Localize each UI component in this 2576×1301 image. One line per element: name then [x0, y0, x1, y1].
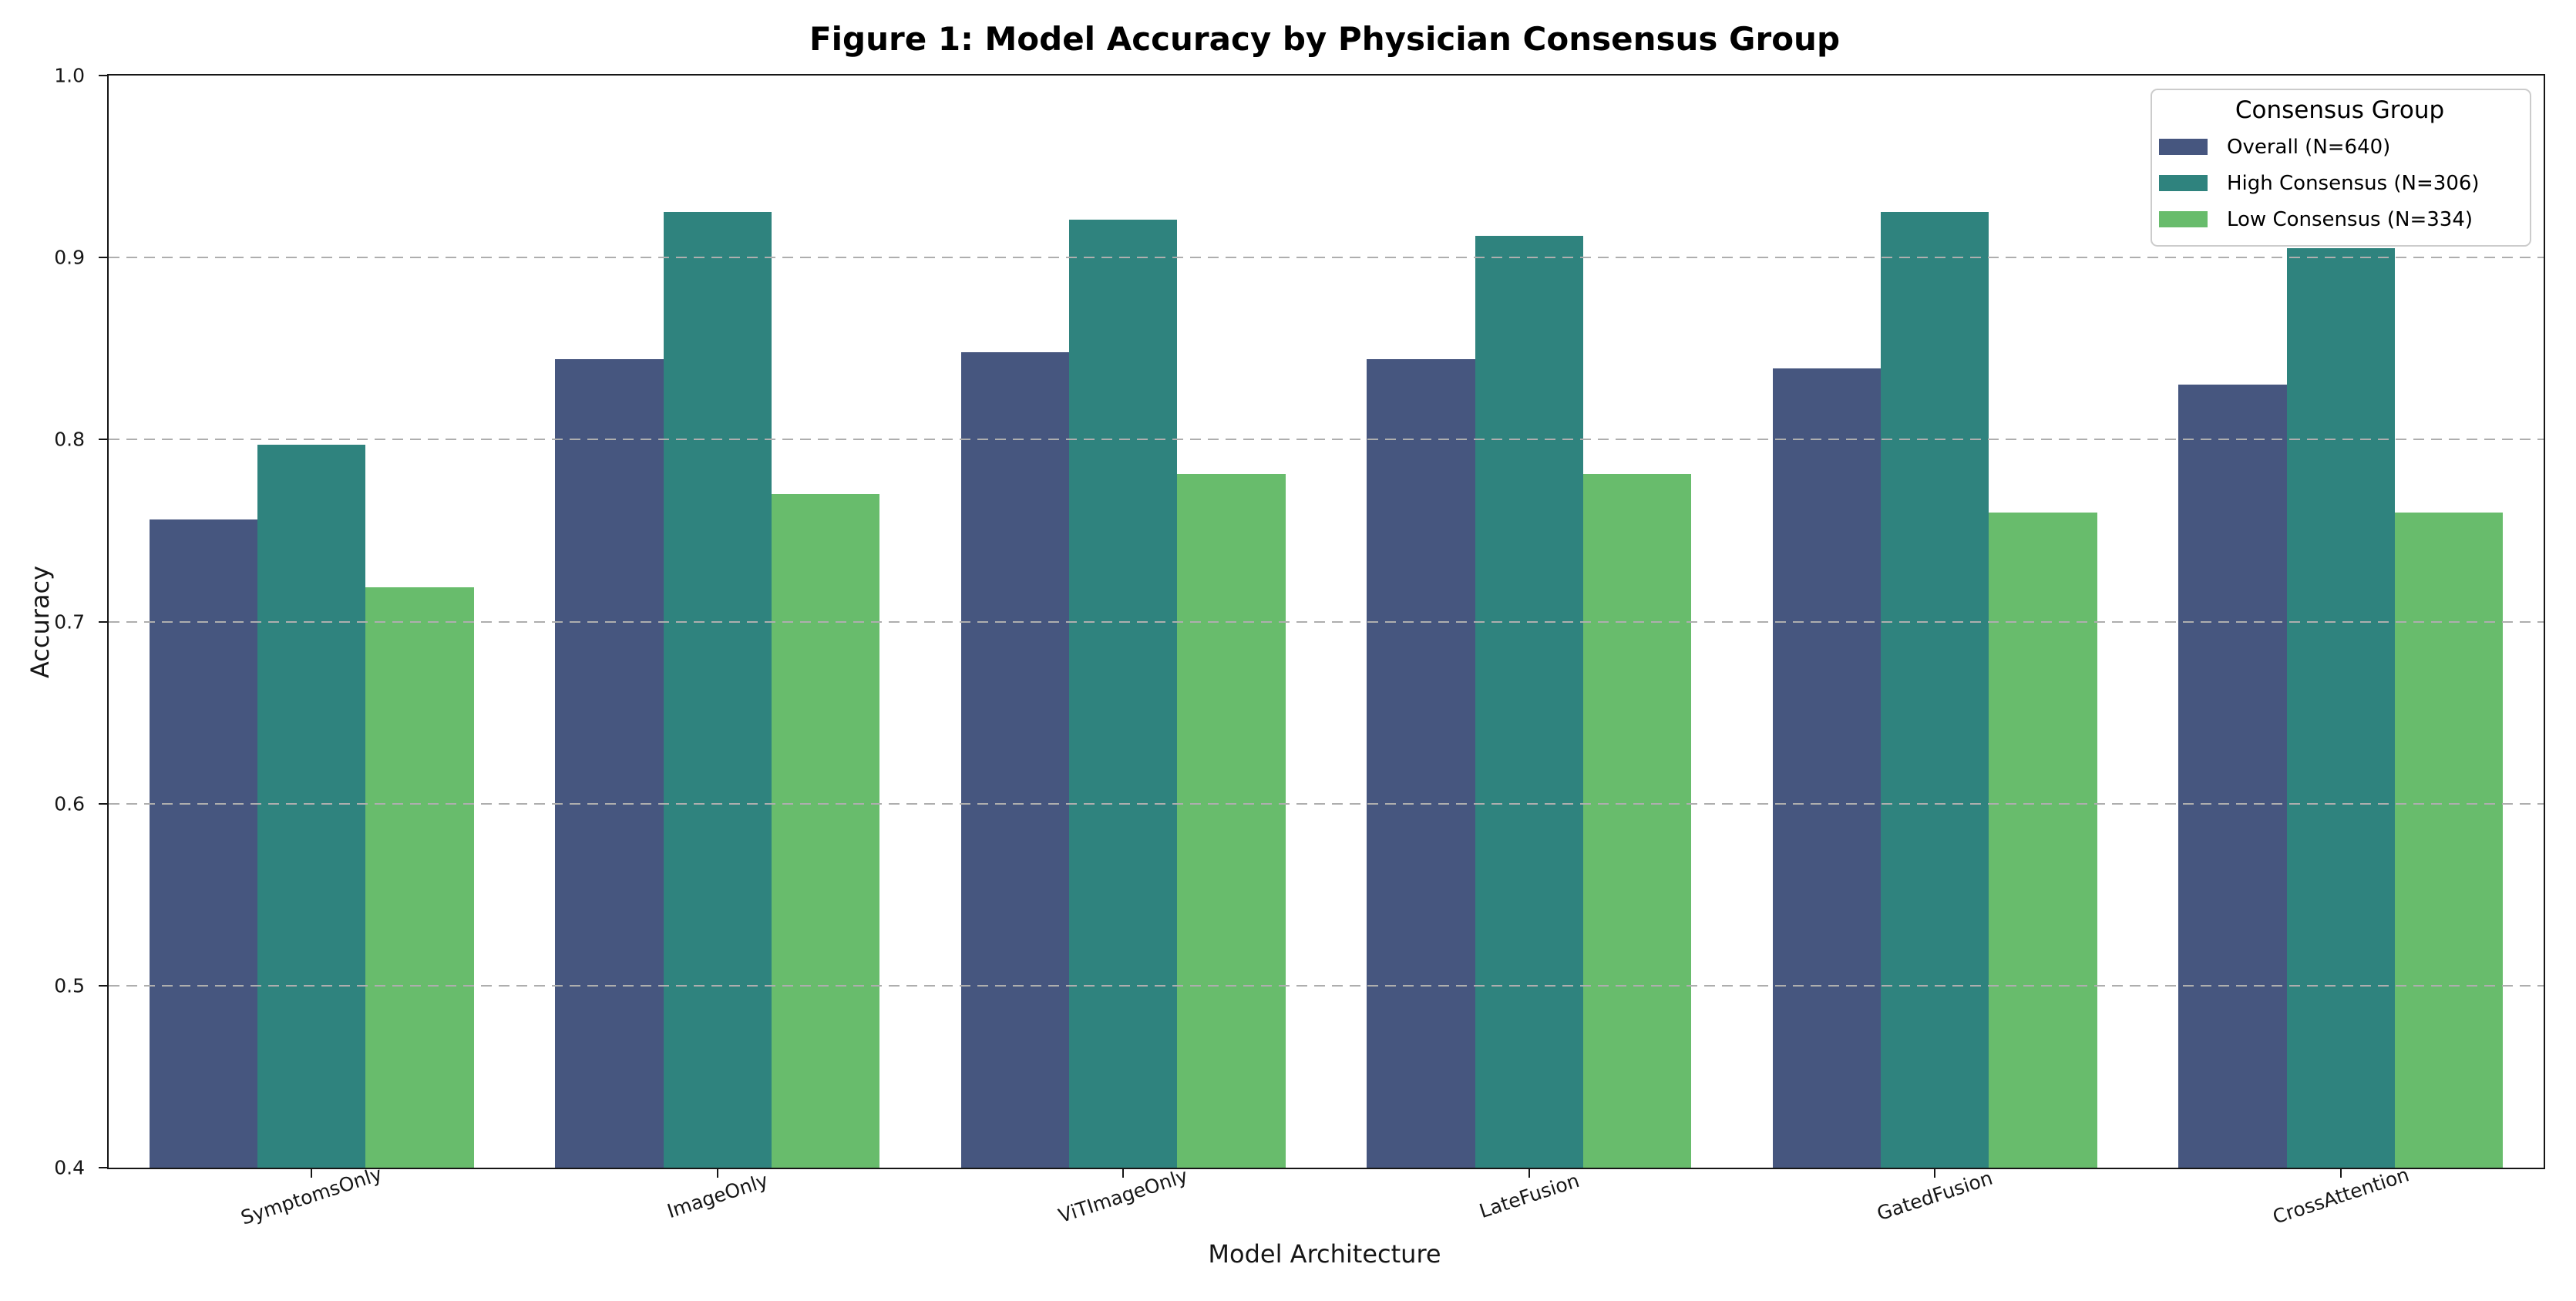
- y-tick-label-1.0: 1.0: [54, 64, 85, 87]
- x-tick-mark-LateFusion: [1528, 1168, 1530, 1178]
- y-tick-mark-0.8: [99, 439, 109, 441]
- y-tick-mark-0.7: [99, 620, 109, 623]
- legend-label-1: High Consensus (N=306): [2227, 171, 2480, 195]
- y-tick-label-0.6: 0.6: [54, 792, 85, 815]
- legend-title: Consensus Group: [2235, 96, 2445, 124]
- y-tick-label-0.5: 0.5: [54, 974, 85, 997]
- bar-SymptomsOnly-series-0: [149, 519, 258, 1168]
- bar-CrossAttention-series-0: [2178, 385, 2287, 1168]
- bar-SymptomsOnly-series-1: [257, 445, 366, 1168]
- legend-item-0: Overall (N=640): [2159, 129, 2521, 165]
- legend-swatch-1: [2159, 175, 2208, 191]
- bar-GatedFusion-series-0: [1772, 368, 1882, 1168]
- y-tick-label-0.8: 0.8: [54, 428, 85, 451]
- chart-title: Figure 1: Model Accuracy by Physician Co…: [809, 20, 1841, 58]
- bar-CrossAttention-series-1: [2286, 248, 2395, 1168]
- bar-CrossAttention-series-2: [2394, 512, 2504, 1168]
- bar-LateFusion-series-0: [1367, 359, 1475, 1168]
- bar-ImageOnly-series-2: [771, 494, 880, 1168]
- gridline-y-0.9: [109, 257, 2544, 259]
- bar-SymptomsOnly-series-2: [365, 587, 474, 1168]
- legend-label-2: Low Consensus (N=334): [2227, 207, 2473, 231]
- y-axis-label: Accuracy: [25, 565, 55, 679]
- legend-swatch-2: [2159, 211, 2208, 227]
- bar-ImageOnly-series-0: [555, 359, 664, 1168]
- x-axis-label: Model Architecture: [1208, 1239, 1441, 1269]
- y-tick-label-0.4: 0.4: [54, 1156, 85, 1179]
- x-tick-mark-ImageOnly: [716, 1168, 718, 1178]
- legend-item-2: Low Consensus (N=334): [2159, 201, 2521, 237]
- y-tick-mark-0.9: [99, 257, 109, 259]
- gridline-y-0.7: [109, 620, 2544, 623]
- x-tick-mark-CrossAttention: [2339, 1168, 2342, 1178]
- bar-ViTImageOnly-series-0: [960, 351, 1070, 1168]
- bar-LateFusion-series-2: [1582, 474, 1692, 1168]
- y-tick-label-0.9: 0.9: [54, 246, 85, 269]
- legend: Consensus Group Overall (N=640) High Cons…: [2151, 89, 2531, 247]
- y-tick-mark-0.4: [99, 1167, 109, 1168]
- gridline-y-0.5: [109, 984, 2544, 987]
- bar-LateFusion-series-1: [1475, 235, 1583, 1168]
- legend-items: Overall (N=640) High Consensus (N=306) Low…: [2159, 129, 2521, 237]
- gridline-y-0.6: [109, 802, 2544, 805]
- y-tick-mark-1.0: [99, 75, 109, 76]
- x-tick-mark-ViTImageOnly: [1122, 1168, 1125, 1178]
- gridline-y-0.8: [109, 439, 2544, 441]
- y-tick-label-0.7: 0.7: [54, 610, 85, 633]
- legend-swatch-0: [2159, 139, 2208, 155]
- bar-GatedFusion-series-1: [1881, 212, 1989, 1168]
- legend-item-1: High Consensus (N=306): [2159, 165, 2521, 201]
- bar-ImageOnly-series-1: [663, 212, 772, 1168]
- x-tick-mark-SymptomsOnly: [311, 1168, 313, 1178]
- y-tick-mark-0.6: [99, 802, 109, 805]
- plot-area: Consensus Group Overall (N=640) High Cons…: [54, 65, 2545, 1229]
- bar-ViTImageOnly-series-1: [1069, 219, 1178, 1168]
- legend-label-0: Overall (N=640): [2227, 135, 2391, 159]
- x-tick-mark-GatedFusion: [1934, 1168, 1936, 1178]
- y-tick-mark-0.5: [99, 984, 109, 987]
- bar-ViTImageOnly-series-2: [1177, 474, 1286, 1168]
- bar-GatedFusion-series-2: [1989, 512, 2097, 1168]
